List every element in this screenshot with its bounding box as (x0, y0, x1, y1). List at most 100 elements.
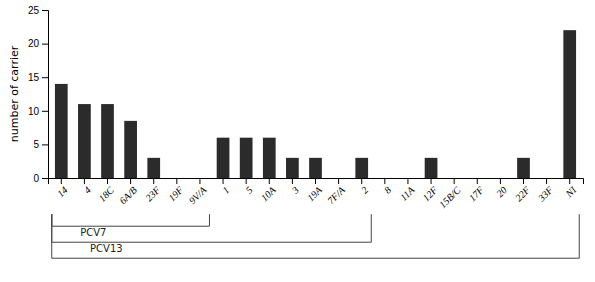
x-tick: 14 (55, 178, 70, 199)
x-tick-mark (546, 178, 547, 184)
x-tick-label: 9V/A (187, 184, 210, 207)
y-tick: 15 (28, 72, 48, 83)
x-tick: 20 (494, 178, 509, 199)
x-tick-mark (384, 178, 385, 184)
x-tick-label: 11A (398, 184, 417, 203)
x-tick: 17F (467, 178, 487, 204)
y-tick-label: 25 (28, 5, 40, 16)
bracket: PCV7 (52, 214, 210, 238)
x-tick-mark (361, 178, 362, 184)
x-tick: 18C (96, 178, 116, 204)
bracket (52, 214, 579, 258)
x-tick-label: 17F (467, 184, 487, 204)
x-tick-label: 14 (55, 184, 70, 199)
x-tick: 9V/A (187, 178, 210, 206)
bar (263, 138, 276, 178)
chart: 14418C6A/B23F19F9V/A1510A319A7F/A2811A12… (0, 0, 595, 282)
x-tick: 8 (382, 178, 393, 196)
bar (147, 158, 160, 178)
x-tick: 3 (289, 178, 301, 196)
bar (563, 30, 576, 178)
x-tick-mark (61, 178, 62, 184)
brackets: PCV7 PCV13 (52, 214, 579, 258)
bar (217, 138, 230, 178)
x-tick-mark (477, 178, 478, 184)
y-axis: 0510152025 (28, 5, 49, 184)
y-tick-label: 10 (28, 106, 40, 117)
x-tick-mark (84, 178, 85, 184)
bar (448, 178, 461, 179)
x-tick-mark (176, 178, 177, 184)
x-tick: NI (563, 178, 579, 200)
bars (55, 30, 576, 178)
bar (78, 104, 91, 178)
bracket-line (52, 214, 579, 258)
annotation: PCV13 (90, 243, 123, 254)
y-axis-title: number of carrier (8, 45, 21, 142)
bar (55, 84, 68, 178)
x-tick-mark (107, 178, 108, 184)
y-tick-label: 0 (33, 173, 39, 184)
x-tick-mark (130, 178, 131, 184)
x-tick-mark (338, 178, 339, 184)
y-tick: 5 (33, 139, 48, 150)
bar (332, 178, 345, 179)
bar (471, 178, 484, 179)
x-tick-mark (246, 178, 247, 184)
x-tick: 7F/A (325, 178, 348, 206)
x-tick-mark (500, 178, 501, 184)
x-tick-mark (223, 178, 224, 184)
y-tick-label: 5 (33, 139, 39, 150)
y-tick: 25 (28, 5, 48, 16)
plot: 14418C6A/B23F19F9V/A1510A319A7F/A2811A12… (28, 5, 584, 259)
x-tick-label: 23F (143, 184, 163, 204)
bar (194, 178, 207, 179)
bar (494, 178, 507, 179)
x-tick-label: 15B/C (437, 184, 463, 210)
bar (517, 158, 530, 178)
y-axis-line (42, 11, 49, 179)
x-tick: 4 (82, 178, 93, 196)
x-tick-label: 7F/A (325, 184, 348, 207)
x-tick: 2 (359, 178, 370, 196)
x-tick-mark (431, 178, 432, 184)
x-tick: 33F (535, 178, 556, 204)
x-tick: 10A (259, 178, 279, 204)
y-tick: 10 (28, 106, 48, 117)
x-tick-label: NI (563, 184, 579, 200)
x-tick-label: 19A (305, 184, 325, 204)
bar (540, 178, 553, 179)
x-tick-label: 19F (166, 184, 186, 204)
x-tick-label: 20 (494, 184, 509, 199)
bracket-line (52, 214, 210, 226)
y-tick-mark (42, 111, 48, 112)
x-tick-label: 6A/B (117, 184, 139, 206)
bar (101, 104, 114, 178)
y-tick-mark (42, 178, 48, 179)
x-tick-mark (407, 178, 408, 184)
x-tick-label: 8 (382, 184, 393, 195)
bar (378, 178, 391, 179)
x-tick-mark (153, 178, 154, 184)
x-tick-label: 5 (243, 184, 254, 195)
x-tick-label: 4 (82, 184, 93, 195)
x-tick-label: 12F (420, 184, 440, 204)
x-tick: 22F (513, 178, 533, 204)
bar (309, 158, 322, 178)
x-tick: 23F (143, 178, 163, 204)
x-axis: 14 418C6A/B23F19F9V/A 1 5 10A 319A7F/A 2 8 11A12… (49, 178, 584, 210)
x-tick: 12F (420, 178, 440, 204)
x-tick: 19A (305, 178, 325, 204)
y-tick-label: 15 (28, 72, 40, 83)
x-tick: 19F (166, 178, 186, 204)
bar (286, 158, 299, 178)
x-tick-mark (292, 178, 293, 184)
x-tick-label: 1 (220, 184, 231, 195)
x-tick: 6A/B (117, 178, 139, 206)
x-tick-mark (199, 178, 200, 184)
x-tick-mark (269, 178, 270, 184)
bar (240, 138, 253, 178)
annotation: PCV7 (80, 227, 106, 238)
x-tick-label: 2 (359, 184, 370, 195)
x-tick-label: 33F (535, 184, 556, 205)
